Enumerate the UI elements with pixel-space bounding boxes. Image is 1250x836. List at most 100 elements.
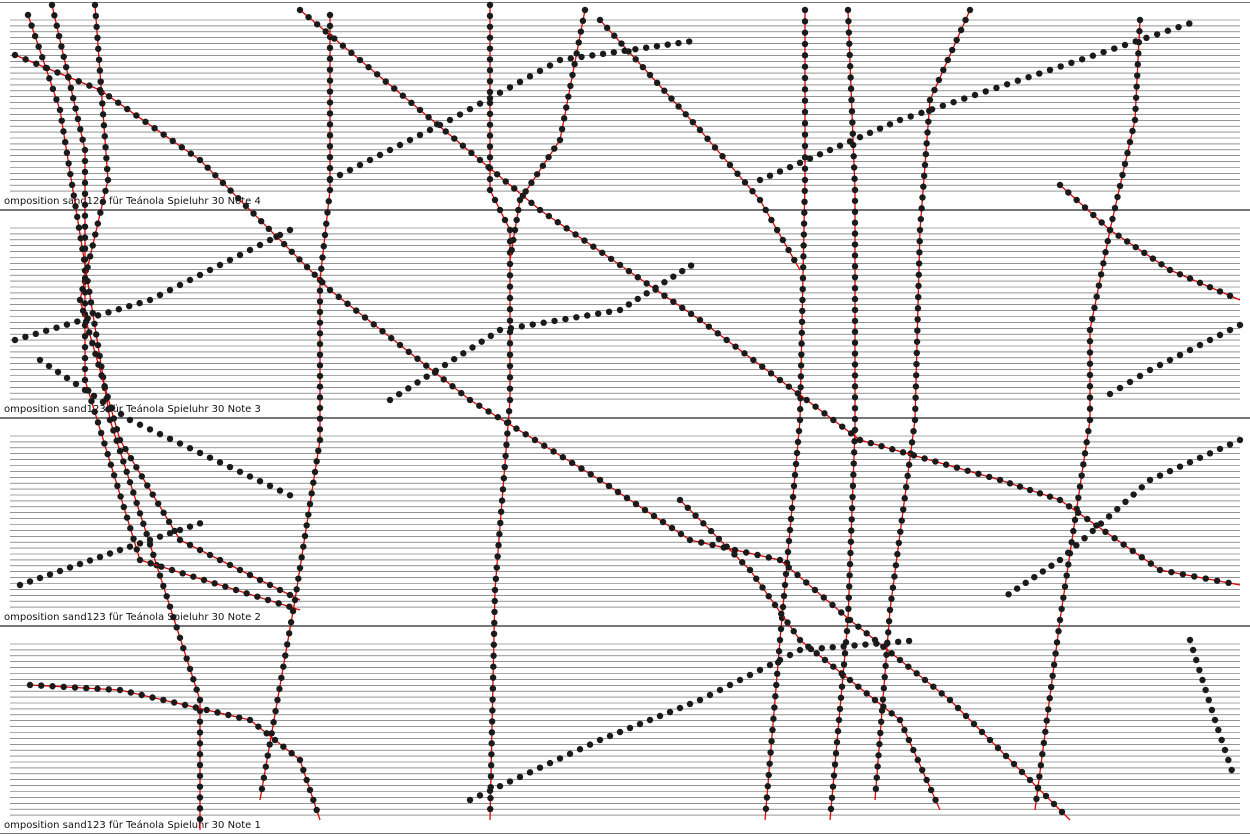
red-guide-line — [599, 19, 801, 271]
punched-hole — [113, 426, 121, 433]
punched-hole — [399, 92, 407, 99]
punched-hole — [1156, 361, 1164, 369]
punched-hole — [1058, 808, 1066, 816]
punched-hole — [915, 293, 922, 301]
punched-hole — [682, 111, 689, 118]
punched-hole — [256, 477, 264, 485]
punched-hole — [845, 29, 853, 36]
punched-hole — [1135, 50, 1142, 57]
punched-hole — [1056, 556, 1064, 564]
punched-hole — [246, 473, 254, 480]
punched-hole — [970, 720, 978, 728]
punched-hole — [496, 326, 504, 334]
punched-hole — [556, 136, 564, 144]
punched-hole — [897, 528, 904, 535]
punched-hole — [1186, 20, 1193, 27]
punched-hole — [874, 763, 881, 770]
punched-hole — [698, 539, 705, 546]
punched-hole — [723, 543, 730, 550]
punched-hole — [759, 363, 766, 370]
punched-hole — [1055, 627, 1062, 635]
punched-hole — [1114, 193, 1121, 201]
punched-hole — [264, 596, 272, 604]
punched-hole — [92, 12, 100, 20]
punched-hole — [331, 35, 338, 42]
punched-hole — [1089, 315, 1096, 323]
punched-hole — [101, 382, 108, 390]
punched-hole — [784, 548, 792, 556]
punched-hole — [1073, 196, 1080, 204]
punched-hole — [316, 287, 324, 294]
punched-hole — [642, 44, 650, 51]
punched-hole — [771, 601, 779, 609]
punched-hole — [871, 696, 879, 704]
punched-hole — [116, 546, 124, 554]
punched-hole — [1126, 378, 1134, 386]
punched-hole — [508, 246, 515, 254]
punched-hole — [313, 458, 320, 465]
punched-hole — [58, 43, 65, 50]
punched-hole — [796, 646, 804, 654]
punched-hole — [877, 718, 885, 725]
punched-hole — [920, 183, 927, 190]
punched-hole — [1126, 138, 1134, 146]
punched-hole — [43, 64, 51, 72]
punched-hole — [506, 283, 514, 290]
punched-hole — [780, 592, 788, 600]
punched-hole — [656, 712, 664, 720]
punched-hole — [81, 223, 89, 230]
punched-hole — [101, 133, 108, 140]
punched-hole — [879, 696, 887, 703]
punched-hole — [382, 78, 389, 85]
punched-hole — [1095, 282, 1103, 289]
punched-hole — [785, 246, 792, 254]
punched-hole — [850, 449, 858, 456]
punched-hole — [114, 99, 122, 106]
punched-hole — [707, 527, 715, 535]
punched-hole — [110, 472, 118, 479]
punched-hole — [193, 686, 200, 693]
punched-hole — [1042, 728, 1049, 735]
punched-hole — [982, 88, 989, 95]
punched-hole — [812, 403, 819, 410]
punched-hole — [1226, 326, 1234, 334]
punched-hole — [513, 425, 520, 432]
punched-hole — [320, 243, 327, 250]
punched-hole — [55, 32, 63, 40]
punched-hole — [416, 106, 424, 114]
punched-hole — [458, 389, 465, 397]
punched-hole — [827, 805, 835, 813]
punched-hole — [70, 192, 77, 199]
punched-hole — [801, 52, 809, 59]
punched-hole — [166, 435, 174, 443]
punched-hole — [1138, 484, 1146, 491]
punched-hole — [661, 292, 668, 299]
punched-hole — [120, 458, 127, 465]
punched-hole — [379, 328, 386, 335]
punched-hole — [326, 121, 334, 128]
punched-hole — [843, 627, 851, 635]
punched-hole — [486, 56, 494, 63]
punched-hole — [1037, 762, 1045, 769]
punched-hole — [978, 728, 986, 736]
punched-hole — [265, 225, 273, 233]
punched-hole — [653, 42, 661, 50]
punched-hole — [1146, 476, 1154, 484]
punched-hole — [584, 312, 591, 319]
punched-hole — [361, 314, 369, 321]
punched-hole — [326, 66, 334, 73]
punched-hole — [785, 564, 792, 571]
punched-hole — [603, 24, 611, 32]
punched-hole — [493, 171, 501, 178]
punched-hole — [675, 103, 682, 110]
punched-hole — [1056, 616, 1064, 624]
punched-hole — [785, 537, 793, 545]
punched-hole — [851, 208, 859, 216]
punched-hole — [260, 774, 268, 781]
punched-hole — [715, 535, 723, 543]
punched-hole — [81, 354, 89, 362]
punched-hole — [356, 161, 364, 169]
punched-hole — [81, 146, 89, 154]
punched-hole — [821, 656, 829, 664]
punched-hole — [1213, 577, 1221, 584]
